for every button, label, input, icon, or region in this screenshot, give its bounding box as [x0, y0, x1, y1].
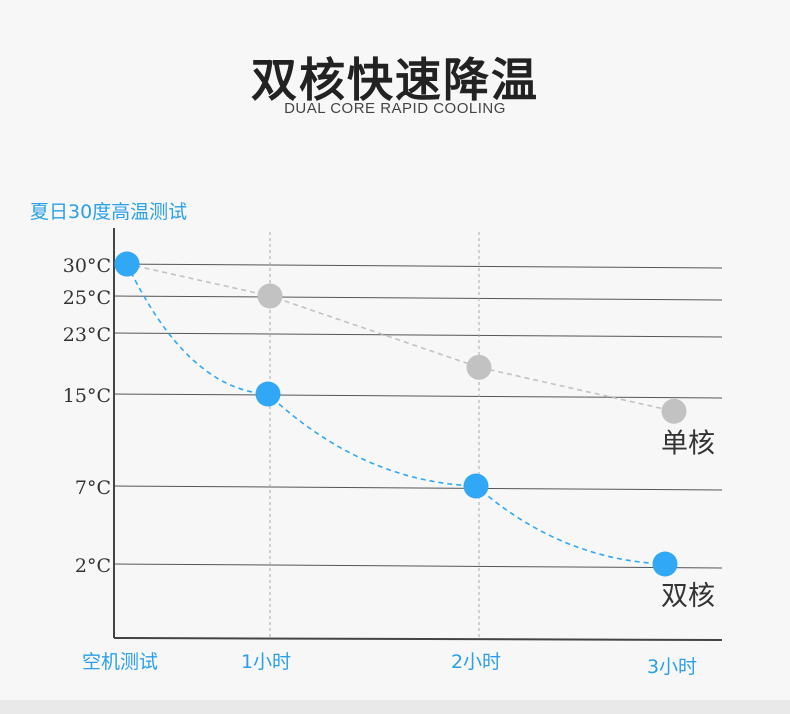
grid-line-0 [113, 263, 723, 269]
grid-lines [113, 232, 723, 638]
y-tick-label: 23°C [63, 324, 111, 346]
dual-core-point-2 [463, 473, 489, 499]
page-subtitle: DUAL CORE RAPID COOLING [284, 100, 506, 117]
dual-core-point-3 [652, 551, 678, 577]
x-tick-label: 2小时 [451, 651, 501, 673]
series-line-dual-core [126, 263, 666, 565]
axes [113, 228, 723, 641]
series-label-dual-core: 双核 [661, 581, 715, 612]
grid-line-4 [113, 485, 723, 491]
y-tick-label: 30°C [63, 255, 111, 277]
chart-caption: 夏日30度高温测试 [30, 201, 188, 223]
single-core-point-1 [257, 283, 283, 309]
series-line-single-core [126, 263, 675, 413]
grid-line-2 [113, 332, 723, 338]
y-tick-label: 15°C [63, 385, 111, 407]
x-tick-label: 3小时 [647, 656, 697, 678]
series-group [114, 251, 687, 577]
dual-core-point-0 [114, 251, 140, 277]
x-tick-label: 空机测试 [82, 651, 158, 673]
grid-line-5 [113, 563, 723, 569]
page-title: 双核快速降温 [251, 53, 539, 107]
bottom-bar [0, 700, 790, 714]
dual-core-point-1 [255, 381, 281, 407]
series-label-single-core: 单核 [661, 428, 715, 459]
single-core-point-2 [466, 354, 492, 380]
x-axis [113, 637, 723, 641]
y-tick-label: 7°C [75, 477, 111, 499]
grid-line-1 [113, 295, 723, 301]
grid-line-3 [113, 393, 723, 399]
y-tick-label: 25°C [63, 287, 111, 309]
x-tick-label: 1小时 [241, 651, 291, 673]
single-core-point-3 [661, 398, 687, 424]
y-tick-label: 2°C [75, 555, 111, 577]
